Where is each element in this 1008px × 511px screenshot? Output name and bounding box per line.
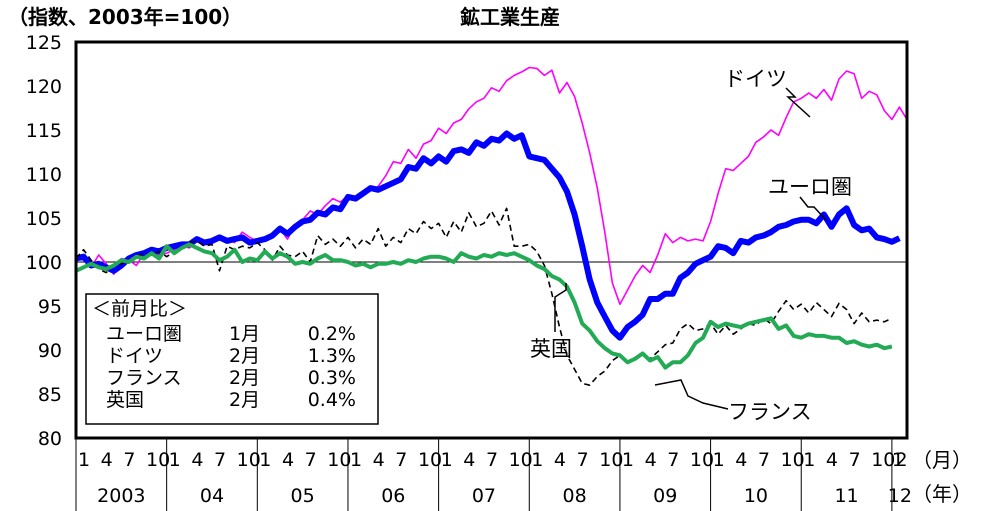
x-month-tick-label: 1	[441, 449, 453, 471]
y-tick-label: 95	[38, 296, 62, 318]
x-month-tick-label: 7	[849, 449, 861, 471]
x-month-tick-label: 10	[781, 449, 805, 471]
mom-row-name: フランス	[106, 367, 182, 389]
x-month-tick-label: 10	[690, 449, 714, 471]
mom-row-name: ドイツ	[106, 345, 163, 367]
mom-row-month: 2月	[229, 345, 260, 367]
year-label: 08	[563, 485, 587, 507]
x-month-tick-label: 1	[622, 449, 634, 471]
y-tick-label: 105	[26, 208, 62, 230]
x-month-tick-label: 7	[486, 449, 498, 471]
x-axis-month-unit: （月）	[912, 448, 972, 472]
mom-row-value: 0.2%	[308, 323, 356, 345]
mom-box-title: ＜前月比＞	[92, 298, 187, 320]
year-label: 11	[834, 485, 858, 507]
series-line-3	[75, 242, 893, 370]
x-month-tick-label: 1	[531, 449, 543, 471]
x-month-tick-label: 7	[758, 449, 770, 471]
y-tick-label: 90	[38, 340, 62, 362]
x-month-tick-label: 1	[78, 449, 90, 471]
series-line-2	[75, 207, 893, 387]
x-month-tick-label: 7	[214, 449, 226, 471]
mom-row-name: ユーロ圏	[106, 323, 182, 345]
x-month-tick-label: 7	[577, 449, 589, 471]
x-month-tick-label: 10	[509, 449, 533, 471]
year-label: 05	[291, 485, 315, 507]
y-tick-label: 120	[26, 76, 62, 98]
year-label: 09	[653, 485, 677, 507]
chart-title: 鉱工業生産	[460, 5, 560, 29]
y-axis: 80 85 90 95 100 105 110 115 120 125	[26, 32, 62, 450]
x-month-tick-label: 1	[713, 449, 725, 471]
plot-frame	[74, 40, 909, 440]
year-label: 07	[472, 485, 496, 507]
y-tick-label: 125	[26, 32, 62, 54]
x-month-tick-label: 4	[826, 449, 838, 471]
y-tick-label: 115	[26, 120, 62, 142]
x-month-tick-label: 7	[123, 449, 135, 471]
label-france: フランス	[728, 400, 812, 424]
leader-france	[654, 379, 729, 410]
x-month-tick-label: 1	[169, 449, 181, 471]
leader-uk	[554, 283, 567, 332]
y-tick-label: 100	[26, 252, 62, 274]
x-month-tick-label: 10	[418, 449, 442, 471]
mom-row-month: 2月	[229, 389, 260, 411]
mom-row-value: 0.3%	[308, 367, 356, 389]
year-label: 12	[888, 485, 912, 507]
x-axis-year-unit: （年）	[912, 482, 972, 506]
x-month-tick-label: 7	[395, 449, 407, 471]
x-month-tick-label: 7	[305, 449, 317, 471]
year-label: 2003	[97, 485, 145, 507]
x-month-tick-label: 2	[895, 449, 907, 471]
leader-eurozone	[799, 196, 827, 221]
x-month-tick-label: 10	[599, 449, 623, 471]
x-axis: 1 4 7 101 4 7 101 4 7 101 4 7 101 4 7 101 4 7 101 4 7 101 4 7 10…	[75, 438, 912, 511]
mom-row-month: 2月	[229, 367, 260, 389]
label-germany: ドイツ	[724, 67, 787, 91]
y-tick-label: 80	[38, 428, 62, 450]
plot-area	[75, 66, 908, 387]
series-labels: ドイツ ユーロ圏 英国 フランス	[530, 67, 852, 424]
x-month-tick-label: 4	[373, 449, 385, 471]
series-line-1	[75, 130, 901, 341]
x-month-tick-label: 4	[101, 449, 113, 471]
mom-row-month: 1月	[229, 323, 260, 345]
y-tick-label: 85	[38, 384, 62, 406]
x-month-tick-label: 7	[667, 449, 679, 471]
x-month-tick-label: 1	[350, 449, 362, 471]
label-eurozone: ユーロ圏	[768, 175, 852, 199]
x-month-tick-label: 10	[871, 449, 895, 471]
x-month-tick-label: 4	[554, 449, 566, 471]
mom-row-value: 1.3%	[308, 345, 356, 367]
x-month-tick-label: 10	[237, 449, 261, 471]
x-month-tick-label: 10	[327, 449, 351, 471]
label-uk: 英国	[530, 337, 572, 361]
x-month-tick-label: 1	[259, 449, 271, 471]
year-label: 10	[744, 485, 768, 507]
year-label: 06	[381, 485, 405, 507]
mom-row-value: 0.4%	[308, 389, 356, 411]
x-month-tick-label: 1	[803, 449, 815, 471]
mom-change-box: ＜前月比＞ ユーロ圏 1月 0.2% ドイツ 2月 1.3% フランス 2月 0.3% 英国 2月 0…	[85, 293, 379, 425]
y-axis-unit-label: （指数、2003年=100）	[8, 5, 242, 29]
x-month-tick-label: 4	[191, 449, 203, 471]
x-month-tick-label: 10	[146, 449, 170, 471]
x-month-tick-label: 4	[282, 449, 294, 471]
x-month-tick-label: 4	[463, 449, 475, 471]
x-month-tick-label: 4	[645, 449, 657, 471]
y-tick-label: 110	[26, 164, 62, 186]
leader-germany	[785, 87, 811, 118]
mom-row-name: 英国	[106, 389, 144, 411]
year-label: 04	[200, 485, 224, 507]
x-month-tick-label: 1	[892, 449, 904, 471]
x-month-tick-label: 4	[735, 449, 747, 471]
